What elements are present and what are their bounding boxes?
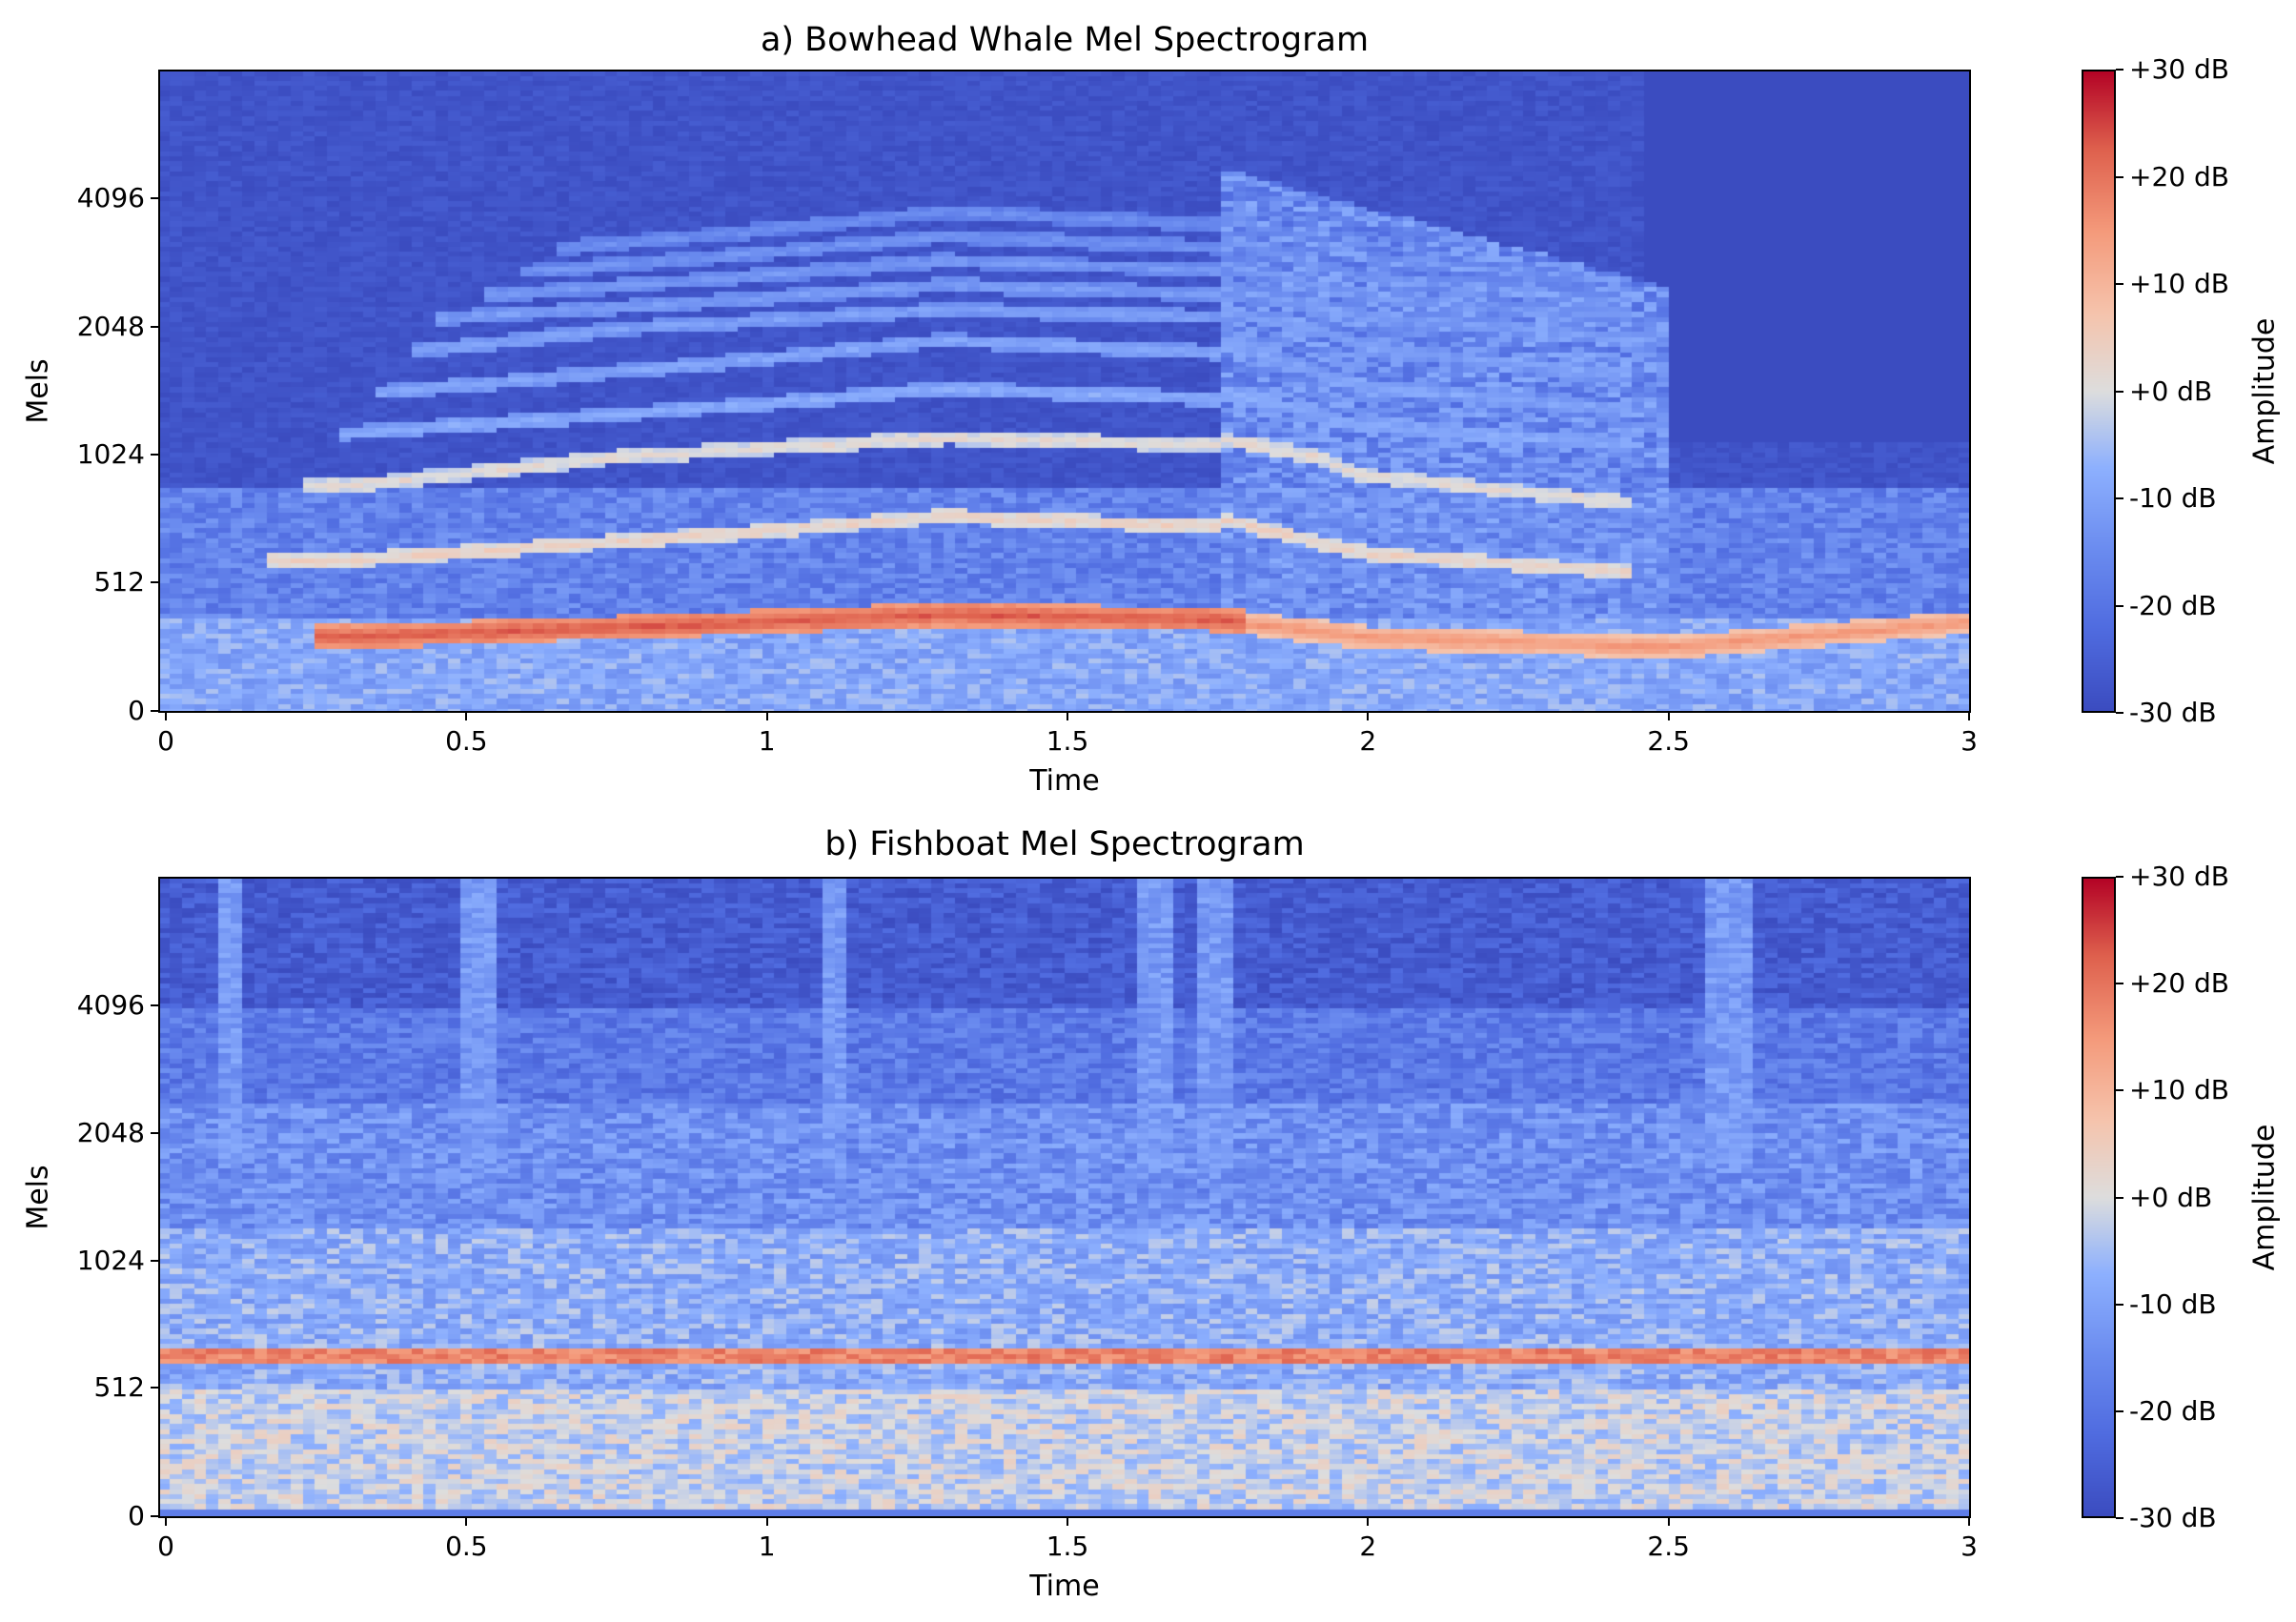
panel-a-colorbar <box>2082 70 2116 713</box>
panel-a-y-tick-label: 4096 <box>76 182 145 213</box>
panel-a-colorbar-tickmark <box>2116 175 2123 178</box>
panel-a-x-tick-label: 1.5 <box>1046 725 1089 757</box>
panel-a-x-tick-label: 1 <box>758 725 776 757</box>
panel-a-x-tick-label: 3 <box>1961 725 1978 757</box>
panel-a-y-tickmark <box>151 197 158 199</box>
panel-b-x-tickmark <box>765 1518 768 1526</box>
panel-b-y-tick-label: 512 <box>93 1371 145 1404</box>
panel-b-x-tick-label: 0.5 <box>445 1531 488 1562</box>
panel-b-x-tickmark <box>465 1518 468 1526</box>
panel-a-y-tickmark <box>151 580 158 583</box>
panel-b-colorbar-tickmark <box>2116 1089 2123 1092</box>
panel-a-colorbar-label: Amplitude <box>2247 317 2282 465</box>
panel-a-colorbar-tick-label: +0 dB <box>2129 375 2213 407</box>
panel-a-colorbar-tick-label: +30 dB <box>2129 53 2229 85</box>
panel-b-x-tick-label: 2.5 <box>1647 1531 1690 1562</box>
panel-a-y-tick-label: 0 <box>128 695 145 726</box>
panel-a-y-tickmark <box>151 710 158 712</box>
panel-b-x-tick-label: 1 <box>758 1531 776 1562</box>
panel-a-y-axis-label: Mels <box>21 358 55 424</box>
panel-b-colorbar-tickmark <box>2116 1303 2123 1306</box>
panel-b-x-tick-label: 1.5 <box>1046 1531 1089 1562</box>
panel-a-colorbar-tick-label: -10 dB <box>2129 482 2217 514</box>
panel-b-x-tickmark <box>1968 1518 1970 1526</box>
panel-b-x-tick-label: 3 <box>1961 1531 1978 1562</box>
panel-a-x-tickmark <box>765 713 768 720</box>
panel-b-colorbar-tick-label: +20 dB <box>2129 967 2229 1000</box>
panel-a-spectrogram-heatmap <box>158 70 1971 713</box>
panel-a-colorbar-tick-label: -20 dB <box>2129 589 2217 621</box>
panel-b-y-tickmark <box>151 1515 158 1517</box>
panel-b-colorbar-tick-label: -30 dB <box>2129 1502 2217 1533</box>
panel-b-y-tickmark <box>151 1132 158 1135</box>
panel-b-x-axis-label: Time <box>1029 1570 1100 1603</box>
panel-b-x-tickmark <box>1667 1518 1670 1526</box>
panel-b-y-tick-label: 0 <box>128 1500 145 1531</box>
panel-b-x-tickmark <box>1367 1518 1370 1526</box>
panel-b-title: b) Fishboat Mel Spectrogram <box>824 825 1305 863</box>
panel-b-colorbar-tick-label: +30 dB <box>2129 861 2229 892</box>
panel-b-colorbar-tickmark <box>2116 1196 2123 1199</box>
panel-a-colorbar-tick-label: -30 dB <box>2129 697 2217 728</box>
panel-a-x-tickmark <box>1367 713 1370 720</box>
panel-b-y-axis-label: Mels <box>21 1165 55 1230</box>
panel-b-y-tickmark <box>151 1387 158 1389</box>
panel-b-x-tickmark <box>1067 1518 1068 1526</box>
panel-a-x-tick-label: 2 <box>1359 725 1377 757</box>
panel-a-colorbar-tickmark <box>2116 712 2123 714</box>
panel-b-colorbar-tickmark <box>2116 1409 2123 1412</box>
panel-b-colorbar-tick-label: +10 dB <box>2129 1074 2229 1106</box>
panel-a-x-tickmark <box>1968 713 1970 720</box>
panel-a-y-tickmark <box>151 454 158 456</box>
panel-b-x-tick-label: 2 <box>1359 1531 1377 1562</box>
panel-a-colorbar-tickmark <box>2116 497 2123 499</box>
panel-b-colorbar-tickmark <box>2116 983 2123 985</box>
panel-a-colorbar-tickmark <box>2116 604 2123 607</box>
panel-a-colorbar-tick-label: +10 dB <box>2129 268 2229 299</box>
panel-a-y-tick-label: 2048 <box>76 311 145 342</box>
panel-b-colorbar-tickmark <box>2116 1517 2123 1519</box>
panel-a-y-tick-label: 512 <box>93 565 145 598</box>
panel-a-x-tick-label: 2.5 <box>1647 725 1690 757</box>
panel-b-y-tick-label: 4096 <box>76 988 145 1021</box>
panel-b-spectrogram-heatmap <box>158 877 1971 1518</box>
panel-b-y-tickmark <box>151 1004 158 1006</box>
panel-b-colorbar-tick-label: +0 dB <box>2129 1181 2213 1213</box>
panel-b-y-tick-label: 1024 <box>76 1245 145 1277</box>
panel-b-colorbar-tick-label: -10 dB <box>2129 1287 2217 1320</box>
panel-b-colorbar <box>2082 877 2116 1518</box>
panel-b-colorbar-label: Amplitude <box>2247 1124 2282 1271</box>
panel-b-plot-frame <box>158 877 1971 1518</box>
panel-a-x-tickmark <box>465 713 468 720</box>
panel-a-x-tickmark <box>1067 713 1068 720</box>
panel-a-x-axis-label: Time <box>1029 764 1100 798</box>
panel-a-colorbar-tick-label: +20 dB <box>2129 160 2229 193</box>
panel-a-title: a) Bowhead Whale Mel Spectrogram <box>760 21 1370 59</box>
panel-b-x-tickmark <box>165 1518 167 1526</box>
panel-a-colorbar-tickmark <box>2116 283 2123 285</box>
panel-a-plot-frame <box>158 70 1971 713</box>
panel-a-x-tick-label: 0 <box>157 725 174 757</box>
panel-b-y-tick-label: 2048 <box>76 1117 145 1149</box>
panel-a-x-tickmark <box>1667 713 1670 720</box>
panel-a-y-tickmark <box>151 326 158 328</box>
panel-b-x-tick-label: 0 <box>157 1531 174 1562</box>
panel-b-colorbar-tickmark <box>2116 876 2123 878</box>
panel-a-x-tickmark <box>165 713 167 720</box>
panel-a-colorbar-tickmark <box>2116 69 2123 71</box>
panel-a-x-tick-label: 0.5 <box>445 725 488 757</box>
panel-a-colorbar-tickmark <box>2116 390 2123 393</box>
panel-a-y-tick-label: 1024 <box>76 438 145 471</box>
panel-b-colorbar-tick-label: -20 dB <box>2129 1394 2217 1427</box>
panel-b-y-tickmark <box>151 1260 158 1263</box>
